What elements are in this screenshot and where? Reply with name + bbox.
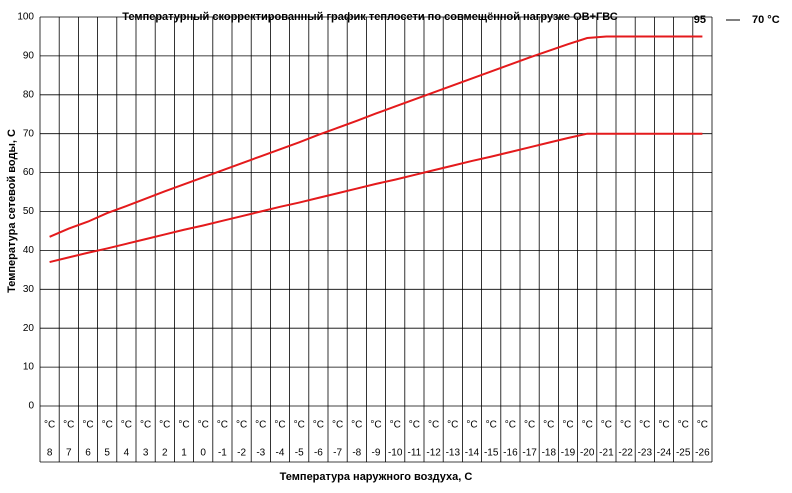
x-tick-unit: °C xyxy=(294,420,305,431)
y-tick-label: 40 xyxy=(23,245,35,256)
x-tick-label: 4 xyxy=(124,448,130,459)
x-tick-unit: °C xyxy=(697,420,708,431)
x-tick-label: 1 xyxy=(181,448,187,459)
x-tick-unit: °C xyxy=(486,420,497,431)
x-tick-unit: °C xyxy=(639,420,650,431)
x-tick-unit: °C xyxy=(562,420,573,431)
x-tick-unit: °C xyxy=(63,420,74,431)
x-tick-label: -26 xyxy=(695,448,710,459)
x-tick-label: -21 xyxy=(599,448,614,459)
x-tick-unit: °C xyxy=(236,420,247,431)
x-tick-label: -15 xyxy=(484,448,499,459)
x-tick-unit: °C xyxy=(678,420,689,431)
x-tick-unit: °C xyxy=(466,420,477,431)
x-tick-label: -6 xyxy=(314,448,323,459)
x-tick-unit: °C xyxy=(44,420,55,431)
y-tick-label: 20 xyxy=(23,323,35,334)
x-tick-label: -3 xyxy=(256,448,265,459)
x-tick-label: 2 xyxy=(162,448,168,459)
x-tick-unit: °C xyxy=(601,420,612,431)
x-tick-unit: °C xyxy=(543,420,554,431)
x-tick-unit: °C xyxy=(159,420,170,431)
legend-label: 95 xyxy=(694,14,706,26)
x-tick-label: -24 xyxy=(657,448,672,459)
x-tick-label: 5 xyxy=(104,448,110,459)
x-tick-label: -23 xyxy=(638,448,653,459)
x-tick-label: 7 xyxy=(66,448,72,459)
x-tick-label: -7 xyxy=(333,448,342,459)
x-tick-label: -12 xyxy=(426,448,441,459)
x-tick-unit: °C xyxy=(313,420,324,431)
x-tick-label: -17 xyxy=(522,448,537,459)
x-tick-unit: °C xyxy=(121,420,132,431)
y-tick-label: 50 xyxy=(23,206,35,217)
x-tick-label: 6 xyxy=(85,448,91,459)
x-tick-unit: °C xyxy=(198,420,209,431)
x-tick-unit: °C xyxy=(274,420,285,431)
x-tick-unit: °C xyxy=(332,420,343,431)
y-tick-label: 10 xyxy=(23,362,35,373)
x-tick-label: -22 xyxy=(618,448,633,459)
x-tick-unit: °C xyxy=(390,420,401,431)
y-tick-label: 0 xyxy=(28,401,34,412)
x-tick-unit: °C xyxy=(82,420,93,431)
x-tick-label: 3 xyxy=(143,448,149,459)
x-tick-label: -20 xyxy=(580,448,595,459)
y-tick-label: 60 xyxy=(23,167,35,178)
x-axis-title: Температура наружного воздуха, С xyxy=(280,471,473,483)
x-tick-label: -18 xyxy=(542,448,557,459)
x-tick-unit: °C xyxy=(102,420,113,431)
x-tick-unit: °C xyxy=(505,420,516,431)
x-tick-label: -8 xyxy=(352,448,361,459)
x-tick-unit: °C xyxy=(140,420,151,431)
series-line xyxy=(49,132,703,264)
x-tick-label: -2 xyxy=(237,448,246,459)
x-tick-unit: °C xyxy=(409,420,420,431)
y-tick-label: 100 xyxy=(17,12,34,23)
x-tick-unit: °C xyxy=(370,420,381,431)
x-tick-label: -16 xyxy=(503,448,518,459)
x-tick-unit: °C xyxy=(255,420,266,431)
x-tick-unit: °C xyxy=(620,420,631,431)
y-tick-label: 30 xyxy=(23,284,35,295)
x-tick-unit: °C xyxy=(658,420,669,431)
x-tick-label: -1 xyxy=(218,448,227,459)
x-tick-label: 8 xyxy=(47,448,53,459)
x-tick-label: -25 xyxy=(676,448,691,459)
x-tick-unit: °C xyxy=(178,420,189,431)
legend-label: 70 °C xyxy=(752,14,780,26)
x-tick-unit: °C xyxy=(351,420,362,431)
series-line xyxy=(49,35,703,238)
x-tick-label: -13 xyxy=(446,448,461,459)
x-tick-unit: °C xyxy=(217,420,228,431)
y-tick-label: 80 xyxy=(23,89,35,100)
y-tick-label: 90 xyxy=(23,51,35,62)
x-tick-label: -4 xyxy=(276,448,285,459)
y-axis-title: Температура сетевой воды, С xyxy=(6,129,18,293)
x-tick-label: -14 xyxy=(465,448,480,459)
x-tick-unit: °C xyxy=(428,420,439,431)
x-tick-label: -10 xyxy=(388,448,403,459)
x-tick-unit: °C xyxy=(582,420,593,431)
x-tick-label: -11 xyxy=(408,448,422,459)
x-tick-label: -5 xyxy=(295,448,304,459)
x-tick-unit: °C xyxy=(447,420,458,431)
y-tick-label: 70 xyxy=(23,128,35,139)
x-tick-label: -9 xyxy=(372,448,381,459)
x-tick-label: -19 xyxy=(561,448,576,459)
x-tick-label: 0 xyxy=(200,448,206,459)
x-tick-unit: °C xyxy=(524,420,535,431)
